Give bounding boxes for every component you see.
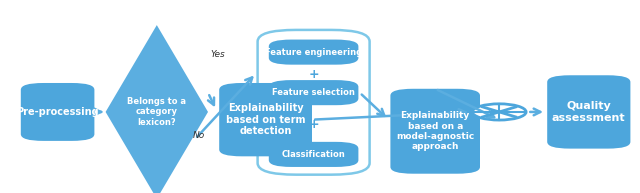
FancyBboxPatch shape bbox=[269, 80, 358, 105]
Text: +: + bbox=[308, 118, 319, 131]
FancyBboxPatch shape bbox=[547, 75, 630, 149]
FancyBboxPatch shape bbox=[20, 83, 95, 141]
Text: Yes: Yes bbox=[210, 50, 225, 58]
Text: +: + bbox=[308, 68, 319, 81]
Polygon shape bbox=[106, 25, 208, 193]
FancyBboxPatch shape bbox=[269, 40, 358, 65]
FancyBboxPatch shape bbox=[269, 142, 358, 167]
Text: Classification: Classification bbox=[282, 150, 346, 159]
Text: Pre-processing: Pre-processing bbox=[16, 107, 99, 117]
Text: Belongs to a
category
lexicon?: Belongs to a category lexicon? bbox=[127, 97, 186, 127]
Text: Feature selection: Feature selection bbox=[272, 88, 355, 97]
Circle shape bbox=[472, 104, 526, 120]
Text: Explainability
based on term
detection: Explainability based on term detection bbox=[226, 103, 305, 136]
FancyBboxPatch shape bbox=[257, 30, 369, 175]
FancyBboxPatch shape bbox=[390, 89, 480, 174]
Text: Quality
assessment: Quality assessment bbox=[552, 101, 626, 123]
FancyBboxPatch shape bbox=[219, 83, 312, 156]
Text: Explainability
based on a
model-agnostic
approach: Explainability based on a model-agnostic… bbox=[396, 111, 474, 151]
Text: No: No bbox=[192, 131, 205, 140]
Text: Feature engineering: Feature engineering bbox=[265, 48, 362, 57]
